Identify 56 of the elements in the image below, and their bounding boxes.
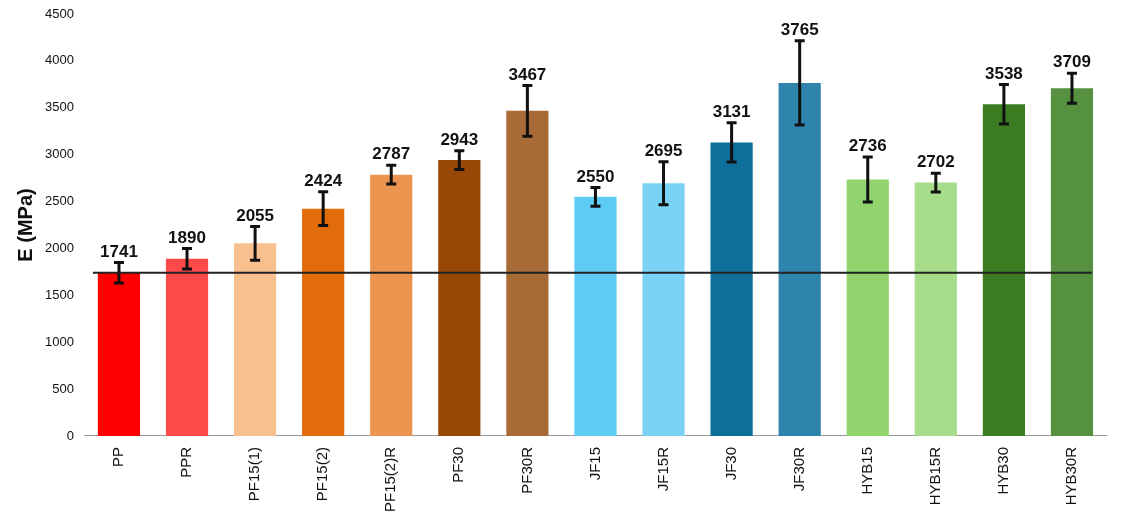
bar <box>710 142 753 436</box>
x-tick-label: PP <box>109 446 127 467</box>
y-tick-label: 0 <box>66 427 74 443</box>
data-label: 2736 <box>848 136 887 156</box>
bar <box>574 196 617 436</box>
bar <box>370 174 413 436</box>
y-tick-label: 3000 <box>45 146 74 162</box>
y-axis-title: E (MPa) <box>13 188 36 262</box>
bar <box>914 182 957 436</box>
data-label: 2695 <box>644 140 683 160</box>
x-tick-label: PPR <box>177 446 195 478</box>
x-tick-label: HYB15R <box>925 446 943 506</box>
x-tick-label: JF15R <box>653 446 671 492</box>
x-tick-label: JF15 <box>585 446 603 481</box>
data-label: 3131 <box>712 101 751 121</box>
y-tick-label: 500 <box>52 380 74 396</box>
data-label: 2702 <box>916 152 955 172</box>
bar <box>642 183 685 436</box>
y-tick-label: 4500 <box>45 5 74 21</box>
data-label: 2550 <box>576 166 615 186</box>
x-tick-label: HYB30 <box>994 446 1012 495</box>
y-tick-label: 2500 <box>45 193 74 209</box>
bar <box>982 104 1025 436</box>
bar <box>165 258 209 436</box>
x-tick-label: PF15(1) <box>245 446 263 502</box>
data-label: 3538 <box>984 63 1023 83</box>
x-tick-label: PF15(2)R <box>381 446 399 513</box>
bar <box>97 272 141 436</box>
bar <box>1050 88 1094 436</box>
x-tick-label: JF30R <box>789 446 807 492</box>
data-label: 2943 <box>440 129 479 149</box>
x-tick-label: HYB15 <box>857 446 875 495</box>
data-label: 2424 <box>304 170 343 190</box>
data-label: 3709 <box>1053 52 1091 72</box>
data-label: 3765 <box>780 19 819 39</box>
x-tick-label: PF15(2) <box>313 446 331 502</box>
data-label: 2787 <box>372 144 411 164</box>
x-tick-label: JF30 <box>721 446 739 481</box>
bar <box>846 179 889 436</box>
y-tick-label: 1500 <box>45 286 74 302</box>
y-tick-label: 3500 <box>45 99 74 115</box>
data-label: 3467 <box>508 64 547 84</box>
x-tick-label: HYB30R <box>1062 446 1080 506</box>
y-tick-label: 4000 <box>45 52 74 68</box>
y-tick-label: 2000 <box>45 240 74 256</box>
bar <box>506 110 549 436</box>
y-tick-label: 1000 <box>45 333 74 349</box>
x-tick-label: PF30 <box>449 446 467 483</box>
bar <box>302 208 345 436</box>
bar <box>778 82 821 436</box>
data-label: 1741 <box>100 241 138 261</box>
x-tick-label: PF30R <box>517 446 535 494</box>
bar <box>234 243 277 436</box>
bar <box>438 160 481 436</box>
data-label: 1890 <box>168 227 206 247</box>
data-label: 2055 <box>236 205 275 225</box>
